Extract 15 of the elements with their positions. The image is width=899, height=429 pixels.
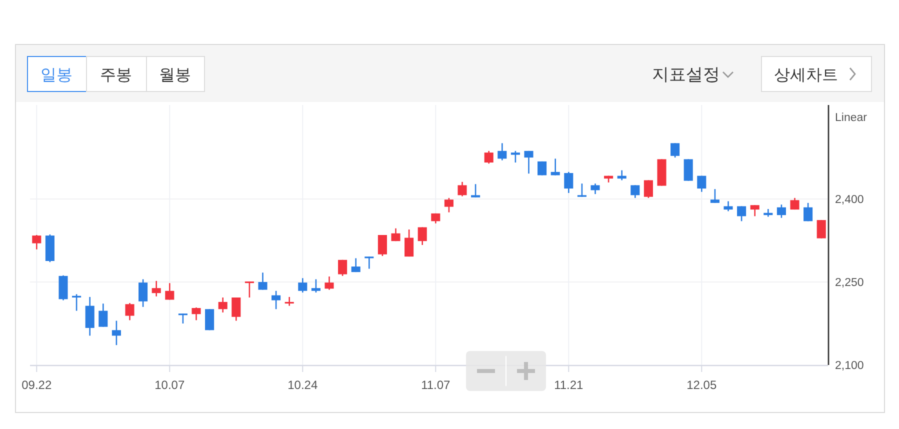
- x-tick-label: 09.22: [22, 378, 52, 392]
- y-tick-label: 2,250: [835, 277, 864, 290]
- annotation: 주봉: [100, 67, 132, 84]
- text: Linear: [835, 112, 868, 124]
- x-tick-label: 11.07: [421, 378, 451, 392]
- x-tick-label: 12.05: [686, 378, 717, 392]
- annotation: 월봉: [159, 67, 191, 84]
- x-tick-label: 10.24: [288, 378, 318, 392]
- y-tick-label: 2,400: [835, 194, 864, 206]
- text: 지표설정: [652, 65, 720, 84]
- x-tick-label: 10.07: [154, 378, 185, 392]
- text: 상세차트: [774, 67, 838, 84]
- y-tick-label: 2,100: [835, 360, 864, 372]
- annotation: 일봉: [40, 67, 72, 84]
- x-tick-label: 11.21: [554, 378, 584, 392]
